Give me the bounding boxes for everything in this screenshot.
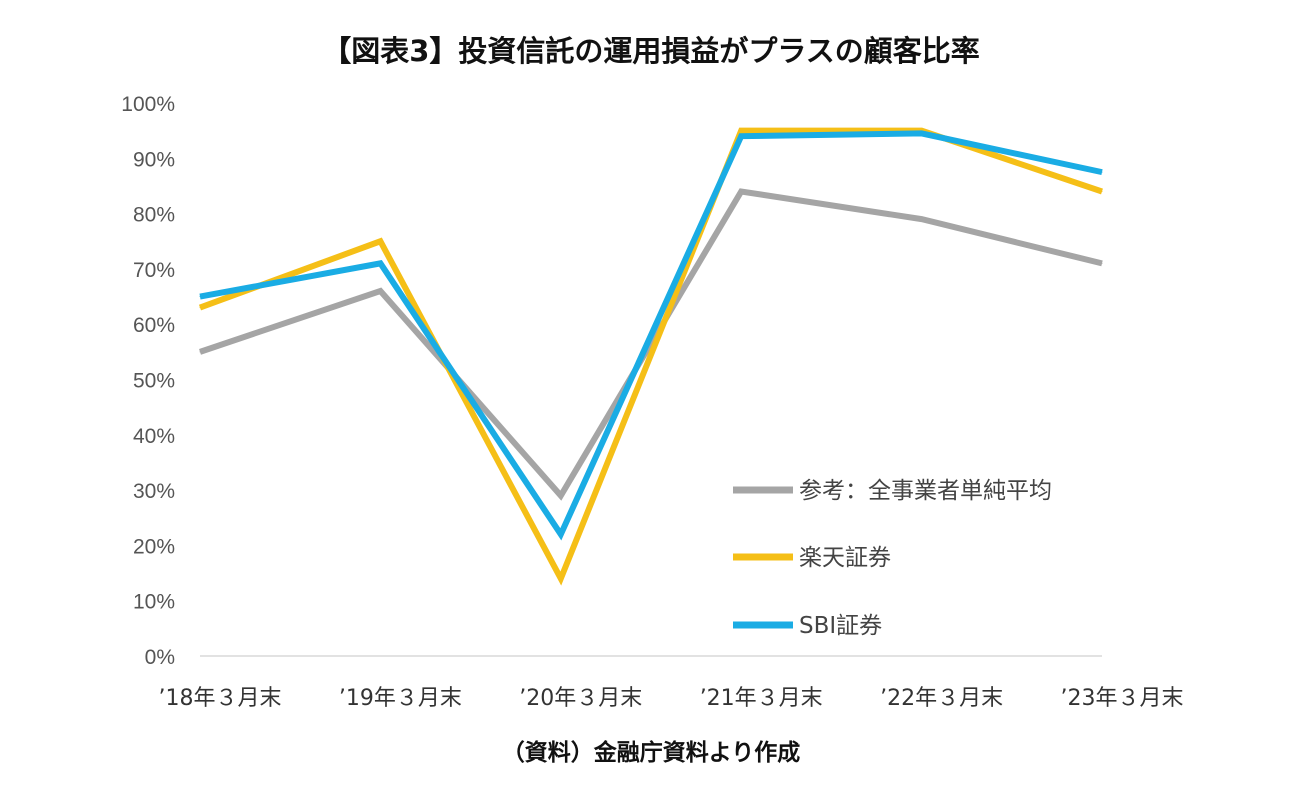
data-point <box>560 533 562 535</box>
series-group <box>199 188 1103 501</box>
legend-label: SBI証券 <box>799 613 882 639</box>
chart-title: 【図表3】投資信託の運用損益がプラスの顧客比率 <box>322 34 980 68</box>
series-group <box>198 127 1103 586</box>
x-tick-label: ’23年３月末 <box>1061 686 1184 711</box>
data-point <box>199 296 201 298</box>
data-point <box>740 135 742 137</box>
legend-label: 参考：全事業者単純平均 <box>799 478 1052 504</box>
chart-source: （資料）金融庁資料より作成 <box>501 740 801 766</box>
data-point <box>379 240 381 242</box>
y-tick-label: 40% <box>133 425 175 448</box>
x-axis: ’18年３月末 ’19年３月末 ’20年３月末 ’21年３月末 ’22年３月末 ’23年３… <box>159 686 1184 711</box>
y-tick-label: 30% <box>133 480 175 503</box>
series-line <box>198 127 1103 586</box>
y-tick-label: 100% <box>121 93 175 116</box>
data-point <box>560 578 562 580</box>
x-tick-label: ’18年３月末 <box>159 686 282 711</box>
y-axis: 0% 10% 20% 30% 40% 50% 60% 70% 80% 90% 100% <box>121 93 175 669</box>
y-tick-label: 60% <box>133 314 175 337</box>
y-tick-label: 50% <box>133 370 175 393</box>
data-point <box>921 218 923 220</box>
data-point <box>379 290 381 292</box>
legend-label: 楽天証券 <box>799 545 891 571</box>
series-layer <box>198 127 1103 586</box>
x-tick-label: ’22年３月末 <box>880 686 1003 711</box>
series-group <box>199 130 1103 541</box>
y-tick-label: 20% <box>133 535 175 558</box>
data-point <box>1101 171 1103 173</box>
y-tick-label: 70% <box>133 259 175 282</box>
series-line <box>199 188 1103 501</box>
data-point <box>1101 262 1103 264</box>
x-tick-label: ’20年３月末 <box>519 686 642 711</box>
data-point <box>199 307 201 309</box>
data-point <box>560 495 562 497</box>
data-point <box>199 351 201 353</box>
y-tick-label: 90% <box>133 148 175 171</box>
data-point <box>1101 190 1103 192</box>
x-tick-label: ’21年３月末 <box>700 686 823 711</box>
y-tick-label: 10% <box>133 591 175 614</box>
series-line <box>199 130 1103 541</box>
data-point <box>740 130 742 132</box>
y-tick-label: 80% <box>133 204 175 227</box>
data-point <box>921 132 923 134</box>
y-tick-label: 0% <box>145 646 175 669</box>
x-tick-label: ’19年３月末 <box>339 686 462 711</box>
data-point <box>740 190 742 192</box>
data-point <box>379 262 381 264</box>
